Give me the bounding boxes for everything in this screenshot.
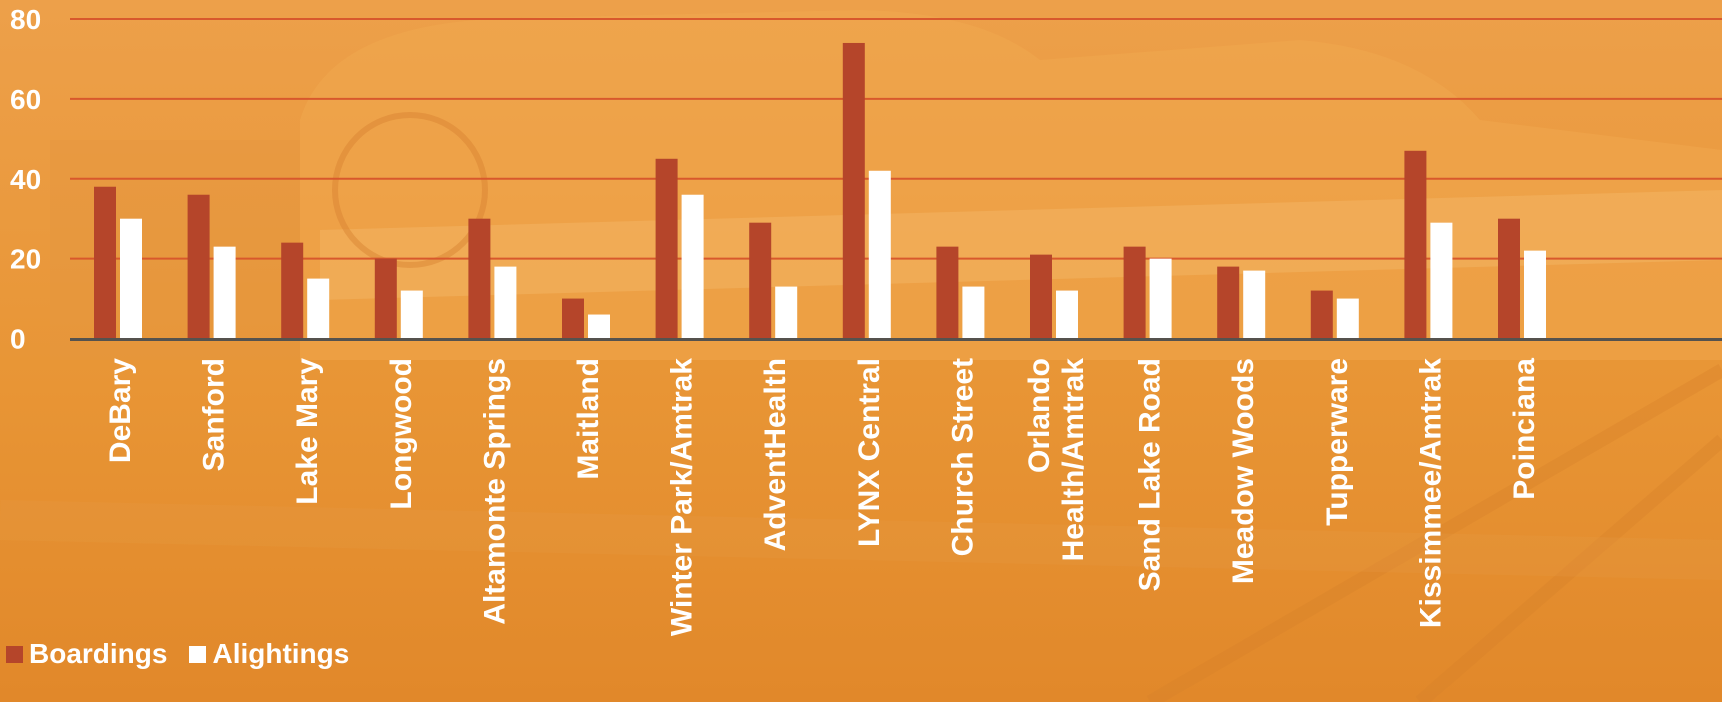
bar-boardings-9	[936, 246, 959, 339]
x-tick-label-text: Sanford	[198, 358, 231, 471]
bar-alightings-13	[1336, 298, 1359, 339]
x-tick-label-text: Church Street	[946, 358, 979, 556]
bar-boardings-1	[187, 194, 210, 339]
bar-boardings-10	[1030, 254, 1052, 339]
x-tick-label-text: Meadow Woods	[1227, 358, 1260, 584]
bar-boardings-14	[1404, 150, 1427, 339]
x-tick-label-text: Poinciana	[1508, 358, 1541, 500]
boardings-swatch	[6, 645, 23, 663]
x-tick-label-14: Kissimmee/Amtrak	[1414, 358, 1447, 628]
bar-alightings-0	[120, 218, 142, 339]
x-tick-label-text: DeBary	[104, 358, 137, 463]
bar-alightings-10	[1056, 290, 1078, 339]
x-tick-label-6: Winter Park/Amtrak	[666, 358, 699, 636]
bar-boardings-15	[1498, 218, 1520, 339]
bar-alightings-11	[1149, 258, 1172, 339]
x-tick-label-13: Tupperware	[1321, 358, 1354, 526]
x-tick-label-text: Tupperware	[1321, 358, 1354, 526]
x-tick-label-8: LYNX Central	[853, 358, 886, 547]
x-tick-label-text: Lake Mary	[291, 358, 324, 505]
x-tick-label-9: Church Street	[946, 358, 979, 556]
x-tick-label-text: LYNX Central	[853, 358, 886, 547]
legend-item-alightings: Alightings	[189, 638, 349, 670]
bar-alightings-4	[494, 266, 517, 339]
x-tick-label-0: DeBary	[104, 358, 137, 463]
x-tick-label-text: AdventHealth	[759, 358, 792, 551]
x-tick-label-1: Sanford	[198, 358, 231, 471]
bar-alightings-5	[588, 314, 610, 339]
bar-boardings-0	[94, 186, 116, 339]
bar-boardings-6	[655, 158, 678, 339]
x-tick-label-text: Maitland	[572, 358, 605, 480]
bar-alightings-6	[681, 194, 704, 339]
x-tick-label-text: Sand Lake Road	[1134, 358, 1167, 591]
y-tick-label-60: 60	[10, 84, 41, 115]
x-axis-labels: DeBary Sanford Lake Mary Longwood Altamonte …	[104, 358, 1541, 636]
legend-item-boardings: Boardings	[6, 638, 167, 670]
bar-boardings-13	[1310, 290, 1333, 339]
bar-boardings-11	[1123, 246, 1146, 339]
bar-alightings-1	[213, 246, 236, 339]
x-tick-label-text: Winter Park/Amtrak	[666, 358, 699, 636]
x-tick-label-7: AdventHealth	[759, 358, 792, 551]
y-axis-ticks: 0 20 40 60 80	[10, 4, 41, 355]
bar-boardings-12	[1217, 266, 1240, 339]
bar-boardings-3	[374, 258, 397, 339]
legend-label-alightings: Alightings	[212, 638, 350, 669]
legend-label-boardings: Boardings	[29, 638, 168, 669]
y-tick-label-40: 40	[10, 164, 41, 195]
gridlines	[70, 18, 1722, 260]
x-tick-label-text: Longwood	[385, 358, 418, 510]
bar-boardings-7	[749, 222, 772, 339]
x-tick-label-2: Lake Mary	[291, 358, 324, 505]
bar-alightings-14	[1430, 222, 1453, 339]
x-tick-label-3: Longwood	[385, 358, 418, 510]
bar-boardings-8	[842, 42, 865, 339]
bar-alightings-7	[775, 286, 798, 339]
bar-alightings-15	[1524, 250, 1546, 339]
x-tick-label-15: Poinciana	[1508, 358, 1541, 500]
x-tick-label-text: Kissimmee/Amtrak	[1414, 358, 1447, 628]
y-tick-label-0: 0	[10, 324, 26, 355]
y-tick-label-80: 80	[10, 4, 41, 35]
bar-boardings-2	[281, 242, 304, 339]
bar-alightings-9	[962, 286, 985, 339]
bar-alightings-12	[1243, 270, 1266, 339]
x-tick-label-5: Maitland	[572, 358, 605, 480]
bar-alightings-3	[400, 290, 423, 339]
x-tick-label-text: Health/Amtrak	[1057, 358, 1090, 562]
bar-boardings-5	[562, 298, 584, 339]
x-tick-label-10: Orlando Health/Amtrak	[1023, 358, 1090, 562]
y-tick-label-20: 20	[10, 244, 41, 275]
bar-alightings-2	[307, 278, 330, 339]
x-tick-label-12: Meadow Woods	[1227, 358, 1260, 584]
bars	[94, 42, 1546, 339]
alightings-swatch	[189, 645, 207, 663]
x-tick-label-text: Orlando	[1023, 358, 1056, 473]
x-tick-label-11: Sand Lake Road	[1134, 358, 1167, 591]
bar-alightings-8	[868, 170, 891, 339]
legend: Boardings Alightings	[6, 638, 349, 670]
x-tick-label-text: Altamonte Springs	[478, 358, 511, 625]
bar-boardings-4	[468, 218, 491, 339]
x-tick-label-4: Altamonte Springs	[478, 358, 511, 625]
